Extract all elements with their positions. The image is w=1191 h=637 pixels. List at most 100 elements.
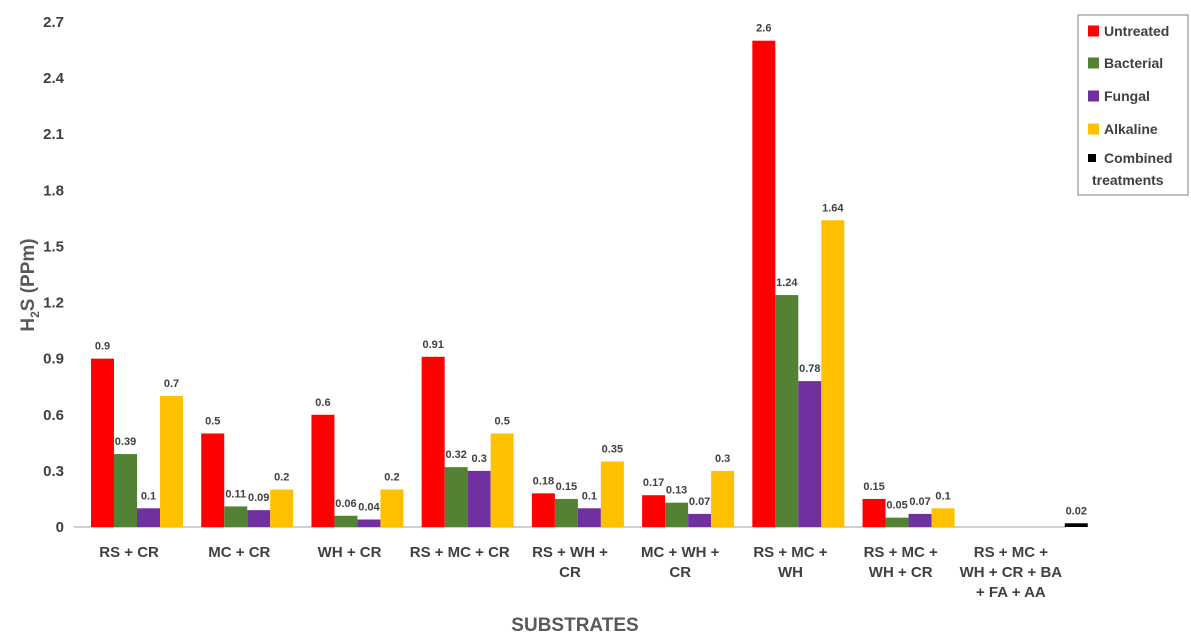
category-label: MC + CR [208, 544, 270, 561]
data-label: 0.35 [602, 444, 623, 456]
y-tick-label: 1.2 [43, 295, 64, 312]
data-label: 0.1 [582, 490, 597, 502]
bar-untreated [91, 358, 114, 527]
bar-fungal [467, 470, 491, 527]
bar-untreated [311, 414, 335, 527]
legend-label: Fungal [1104, 88, 1150, 104]
bar-bacterial [554, 498, 578, 527]
data-label: 0.6 [315, 397, 330, 409]
data-label: 0.09 [248, 492, 269, 504]
category-label: MC + WH + CR [641, 544, 720, 581]
y-tick-label: 1.8 [43, 182, 64, 199]
legend-box [1077, 14, 1189, 196]
y-axis: 0 0.3 0.6 0.9 1.2 1.5 1.8 2.1 2.4 2.7 [43, 14, 65, 536]
bar-bacterial [665, 502, 689, 527]
bar-bacterial [334, 515, 358, 527]
bar-fungal [908, 513, 932, 527]
bar-fungal [688, 513, 712, 527]
bar-untreated [421, 356, 445, 527]
y-tick-label: 0.3 [43, 463, 64, 480]
bar-bacterial [224, 506, 248, 527]
data-label: 1.64 [822, 202, 844, 214]
data-label: 0.18 [533, 475, 554, 487]
bar-alkaline [270, 489, 294, 527]
data-label: 0.32 [445, 449, 466, 461]
bar-fungal [798, 381, 822, 527]
y-tick-label: 0 [56, 519, 64, 536]
bar-untreated [752, 40, 776, 527]
data-label: 0.2 [384, 472, 399, 484]
bar-alkaline [160, 396, 183, 527]
data-label: 0.07 [909, 496, 930, 508]
bar-alkaline [600, 461, 624, 527]
data-label: 0.7 [164, 378, 179, 390]
data-label: 0.15 [863, 481, 884, 493]
legend-swatch [1088, 90, 1099, 102]
data-label: 0.5 [205, 415, 220, 427]
y-tick-label: 0.6 [43, 407, 64, 424]
bar-untreated [642, 495, 666, 527]
bar-bacterial [114, 454, 137, 527]
data-label: 0.2 [274, 472, 289, 484]
category-label: RS + WH + CR [532, 544, 608, 581]
data-label: 0.39 [115, 436, 136, 448]
bar-alkaline [490, 433, 514, 527]
bar-untreated [201, 433, 225, 527]
y-tick-label: 1.5 [43, 238, 64, 255]
legend-label: Untreated [1104, 23, 1169, 39]
y-tick-label: 2.1 [43, 126, 64, 143]
bar-bacterial [885, 517, 909, 527]
category-label: RS + MC + WH + CR [864, 544, 938, 581]
data-label: 0.1 [141, 490, 156, 502]
data-label: 0.78 [799, 363, 820, 375]
data-label: 0.04 [358, 502, 380, 514]
legend-label: Combined treatments [1092, 150, 1172, 188]
bar-bacterial [444, 467, 468, 527]
legend-label: Bacterial [1104, 55, 1163, 71]
bar-alkaline [931, 508, 955, 527]
data-label: 0.1 [935, 490, 950, 502]
data-label: 2.6 [756, 23, 771, 35]
bar-alkaline [821, 220, 845, 527]
y-tick-label: 2.7 [43, 14, 64, 31]
bar-fungal [247, 510, 271, 527]
data-label: 1.24 [776, 277, 798, 289]
data-labels: 0.9 0.5 0.6 0.91 0.18 0.17 2.6 0.15 0.39 0.11 0.06… [95, 23, 1087, 518]
data-label: 0.17 [643, 477, 664, 489]
data-label: 0.05 [886, 500, 907, 512]
y-tick-label: 0.9 [43, 351, 64, 368]
bar-alkaline [380, 489, 404, 527]
y-tick-label: 2.4 [43, 70, 65, 87]
data-label: 0.11 [225, 488, 246, 500]
legend-swatch [1088, 154, 1096, 162]
category-label: RS + MC + WH + CR + BA + FA + AA [960, 544, 1063, 601]
data-label: 0.3 [472, 453, 487, 465]
legend: Untreated Bacterial Fungal Alkaline Combined… [1077, 14, 1189, 196]
data-label: 0.91 [422, 339, 443, 351]
bar-alkaline [711, 470, 735, 527]
data-label: 0.3 [715, 453, 730, 465]
data-label: 0.06 [335, 498, 356, 510]
bar-bacterial [775, 295, 799, 527]
data-label: 0.13 [666, 485, 687, 497]
bar-fungal [577, 508, 601, 527]
data-label: 0.9 [95, 341, 110, 353]
y-axis-title-text: H2S (PPm) [18, 238, 42, 331]
bars [91, 40, 1088, 527]
legend-swatch [1088, 57, 1099, 69]
bar-combined-treatments [1064, 523, 1088, 527]
bar-fungal [137, 508, 160, 527]
bar-fungal [357, 519, 381, 527]
legend-swatch [1088, 25, 1099, 37]
category-label: WH + CR [318, 544, 382, 561]
data-label: 0.07 [689, 496, 710, 508]
category-labels: RS + CR MC + CR WH + CR RS + MC + CR RS + WH… [99, 544, 1062, 601]
y-axis-title: H2S (PPm) [18, 238, 42, 331]
category-label: RS + CR [99, 544, 159, 561]
category-label: RS + MC + WH [753, 544, 827, 581]
data-label: 0.5 [495, 415, 510, 427]
bar-untreated [531, 493, 555, 527]
data-label: 0.02 [1066, 505, 1087, 517]
legend-label: Alkaline [1104, 121, 1158, 137]
